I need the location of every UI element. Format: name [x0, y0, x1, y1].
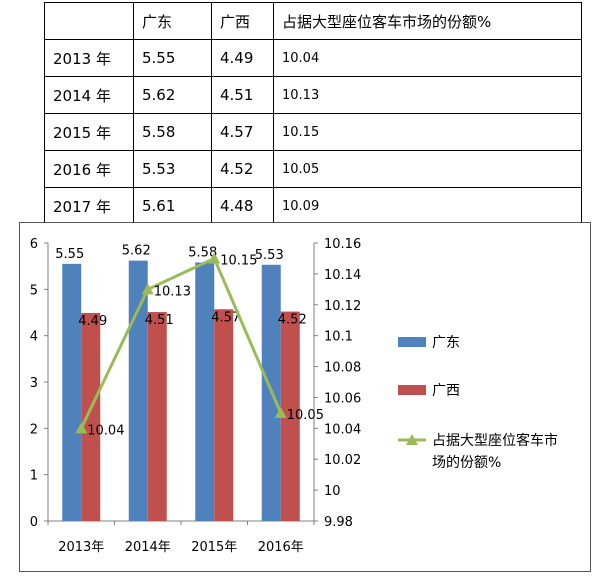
line-data-label: 10.05 — [287, 408, 324, 423]
y-right-tick-label: 10.1 — [324, 330, 353, 345]
table-header-cell: 占据大型座位客车市场的份额% — [273, 2, 582, 40]
y-right-tick-label: 10.16 — [324, 237, 361, 252]
line-point-marker — [75, 422, 88, 434]
table-cell: 2015 年 — [44, 113, 134, 151]
line-point-marker — [208, 252, 221, 264]
bar-guangdong — [128, 260, 148, 521]
y-left-tick-label: 1 — [30, 469, 38, 484]
table-cell: 5.61 — [133, 187, 212, 225]
table-cell: 10.13 — [273, 76, 582, 114]
table-cell: 2013 年 — [44, 39, 134, 77]
y-left-tick-label: 6 — [30, 237, 38, 252]
bar-guangxi — [280, 311, 300, 521]
bar-guangdong — [195, 262, 215, 521]
x-tick-label: 2013年 — [58, 540, 104, 555]
y-right-tick-label: 10.04 — [324, 422, 361, 437]
line-point-marker — [274, 406, 287, 418]
bar-data-label: 5.55 — [55, 247, 84, 262]
y-left-tick-label: 5 — [30, 283, 38, 298]
legend-swatch — [398, 385, 426, 395]
table-cell: 5.55 — [133, 39, 212, 77]
data-table: 广东 广西 占据大型座位客车市场的份额% 2013 年 5.55 4.49 10.04 201… — [44, 2, 582, 225]
bar-data-label: 4.51 — [145, 313, 174, 328]
table-cell: 5.53 — [133, 150, 212, 188]
table-cell: 4.51 — [211, 76, 274, 114]
bar-guangxi — [214, 309, 234, 521]
table-row: 2017 年 5.61 4.48 10.09 — [44, 187, 582, 225]
bar-data-label: 4.49 — [78, 314, 107, 329]
bar-data-label: 4.57 — [211, 310, 240, 325]
table-cell: 5.58 — [133, 113, 212, 151]
line-data-label: 10.04 — [87, 423, 124, 438]
bar-guangdong — [62, 263, 82, 521]
bar-data-label: 5.58 — [188, 245, 217, 260]
y-left-tick-label: 3 — [30, 376, 38, 391]
table-row: 2013 年 5.55 4.49 10.04 — [44, 39, 582, 77]
table-cell: 10.15 — [273, 113, 582, 151]
line-data-label: 10.13 — [154, 284, 191, 299]
line-data-label: 10.15 — [220, 253, 257, 268]
legend-label: 广西 — [432, 383, 460, 399]
table-header-row: 广东 广西 占据大型座位客车市场的份额% — [44, 2, 582, 40]
y-left-tick-label: 4 — [30, 330, 38, 345]
legend-swatch — [398, 337, 426, 347]
legend-label: 广东 — [432, 335, 460, 351]
y-right-tick-label: 10.06 — [324, 391, 361, 406]
legend-label: 场的份额% — [432, 455, 501, 471]
bar-data-label: 4.52 — [278, 313, 307, 328]
table-cell: 5.62 — [133, 76, 212, 114]
y-left-tick-label: 2 — [30, 422, 38, 437]
bar-data-label: 5.62 — [122, 244, 151, 259]
chart-frame: 0 1 2 3 4 5 6 9.98 10 10.02 10.04 10.06 10.08 10.1 10.… — [19, 222, 591, 572]
table-cell: 10.05 — [273, 150, 582, 188]
table-cell: 2017 年 — [44, 187, 134, 225]
table-row: 2014 年 5.62 4.51 10.13 — [44, 76, 582, 114]
line-series — [79, 256, 283, 429]
y-right-tick-label: 10 — [324, 484, 341, 499]
table-cell: 10.04 — [273, 39, 582, 77]
table-cell: 2014 年 — [44, 76, 134, 114]
table-header-cell: 广西 — [211, 2, 274, 40]
y-left-tick-label: 0 — [30, 515, 38, 530]
x-tick-label: 2016年 — [258, 540, 304, 555]
line-point-marker — [141, 283, 154, 295]
combo-chart: 0 1 2 3 4 5 6 9.98 10 10.02 10.04 10.06 10.08 10.1 10.… — [30, 237, 558, 555]
table-header-cell — [44, 2, 134, 40]
y-right-tick-label: 9.98 — [324, 515, 353, 530]
y-right-tick-label: 10.08 — [324, 361, 361, 376]
legend-line-marker — [406, 434, 418, 445]
bar-guangxi — [81, 312, 101, 521]
table-cell: 4.57 — [211, 113, 274, 151]
table-cell: 4.52 — [211, 150, 274, 188]
table-cell: 10.09 — [273, 187, 582, 225]
y-right-tick-label: 10.12 — [324, 299, 361, 314]
x-tick-label: 2015年 — [191, 540, 237, 555]
bar-guangxi — [147, 312, 167, 521]
table-cell: 4.49 — [211, 39, 274, 77]
table-row: 2015 年 5.58 4.57 10.15 — [44, 113, 582, 151]
y-right-tick-label: 10.14 — [324, 268, 361, 283]
table-cell: 4.48 — [211, 187, 274, 225]
table-row: 2016 年 5.53 4.52 10.05 — [44, 150, 582, 188]
table-header-cell: 广东 — [133, 2, 212, 40]
x-tick-label: 2014年 — [125, 540, 171, 555]
table-cell: 2016 年 — [44, 150, 134, 188]
legend-label: 占据大型座位客车市 — [432, 432, 558, 449]
y-right-tick-label: 10.02 — [324, 453, 361, 468]
bar-data-label: 5.53 — [255, 248, 284, 263]
